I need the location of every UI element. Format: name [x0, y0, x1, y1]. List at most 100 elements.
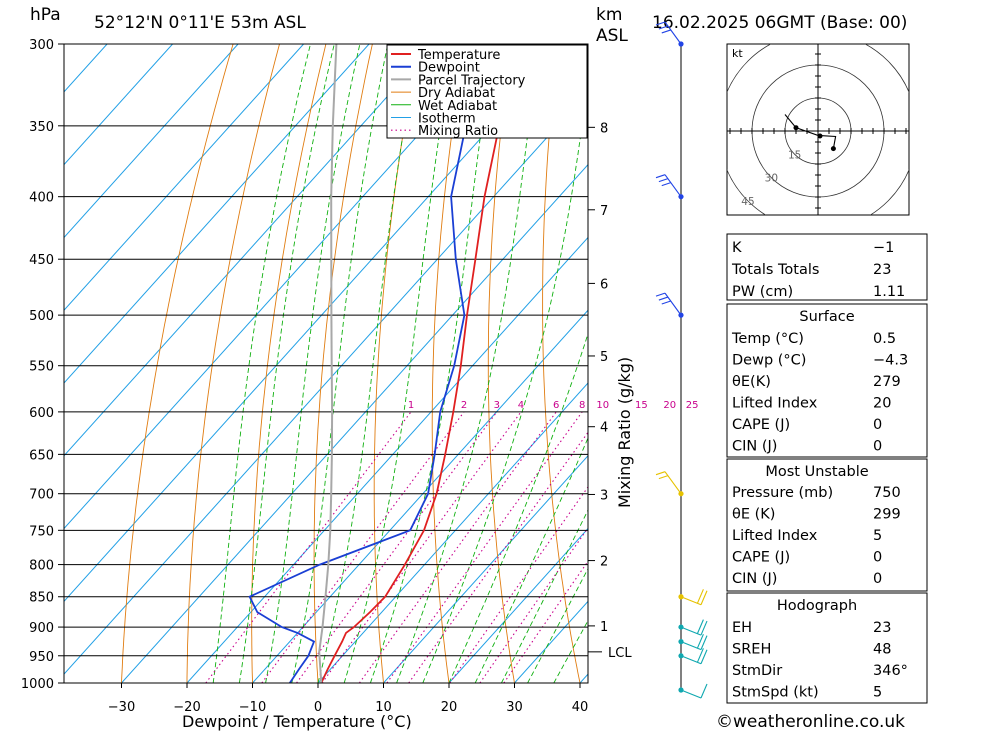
height-tick-label: 1: [600, 620, 608, 635]
temperature-axis: −30 −20 −10 0 10 20 30 40: [108, 683, 588, 715]
wind-barb-feather: [661, 300, 671, 305]
indices-table: K −1 Totals Totals 23 PW (cm) 1.11 Surfa…: [726, 233, 928, 704]
hodograph-stats-title: Hodograph: [777, 598, 857, 614]
hodograph-ring-label: 15: [788, 149, 801, 161]
mixing-ratio-label: 20: [663, 400, 676, 411]
wind-barb-shaft: [664, 174, 682, 198]
wind-barb-feather: [655, 471, 666, 476]
mixing-ratio-label: 25: [686, 400, 699, 411]
isotherm-line: [64, 91, 588, 675]
wind-barb-feather: [700, 649, 708, 664]
table-row-label: CIN (J): [732, 571, 777, 587]
height-tick-label: 3: [600, 488, 608, 503]
wet-adiabat-line: [422, 78, 588, 683]
pressure-tick-label: 400: [29, 191, 54, 206]
height-tick-label: 6: [600, 277, 608, 292]
wind-barb-feather: [655, 292, 666, 297]
legend-entry: Wet Adiabat: [418, 99, 497, 114]
height-tick-label: 4: [600, 421, 608, 436]
mixing-ratio-line: [358, 411, 557, 683]
pressure-tick-label: 850: [29, 591, 54, 606]
wind-barb-feather: [661, 182, 671, 187]
most-unstable-box: [726, 458, 928, 592]
isotherm-line: [383, 455, 588, 683]
hodograph-stats-box: [726, 592, 928, 704]
wet-adiabat-line: [396, 44, 541, 683]
isotherm-line: [64, 44, 566, 603]
mixing-ratio-label: 3: [494, 400, 500, 411]
wind-barb-shaft: [664, 471, 682, 495]
k-index-value: −1: [873, 240, 894, 256]
legend-entry: Temperature: [417, 48, 500, 63]
temperature-tick-label: 30: [506, 700, 523, 715]
table-row-label: Lifted Index: [732, 528, 818, 544]
dry-adiabat-line: [251, 44, 327, 683]
wet-adiabat-line: [265, 44, 361, 683]
wind-barb-shaft: [680, 689, 702, 699]
totals-totals-label: Totals Totals: [731, 262, 819, 278]
plot-frame: [63, 43, 589, 684]
dewpoint-profile: [248, 44, 473, 683]
table-row-value: 0: [873, 571, 882, 587]
table-row-label: Temp (°C): [731, 331, 804, 347]
mixing-ratio-label: 1: [408, 400, 414, 411]
pressure-tick-label: 750: [29, 524, 54, 539]
mixing-ratio-line: [296, 411, 498, 683]
table-row-label: EH: [732, 620, 752, 636]
asl-unit-label: ASL: [596, 26, 628, 46]
pressure-tick-label: 800: [29, 559, 54, 574]
precipitable-water-value: 1.11: [873, 284, 905, 300]
wet-adiabat-line: [291, 44, 389, 683]
table-row-value: 48: [873, 642, 891, 658]
most-unstable-title: Most Unstable: [765, 464, 868, 480]
totals-totals-value: 23: [873, 262, 891, 278]
mixing-ratio-line: [503, 560, 588, 683]
pressure-tick-label: 700: [29, 488, 54, 503]
height-tick-label: 8: [600, 121, 608, 136]
surface-title: Surface: [799, 309, 854, 325]
mixing-ratio-label: 6: [553, 400, 559, 411]
dry-adiabat-line: [542, 44, 581, 683]
isotherm-line: [64, 44, 304, 311]
isotherm-line: [252, 309, 588, 683]
legend-box: [386, 44, 588, 139]
mixing-ratio-axis-label: Mixing Ratio (g/kg): [615, 357, 634, 508]
table-row-label: SREH: [732, 642, 771, 658]
table-row-value: 346°: [873, 663, 908, 679]
wind-barb-shaft: [664, 292, 682, 316]
table-row-value: 0: [873, 439, 882, 455]
table-row-value: 750: [873, 485, 901, 501]
dry-adiabat-line: [646, 44, 711, 683]
wind-barb-feather: [658, 475, 669, 480]
hpa-unit-label: hPa: [30, 5, 61, 25]
mixing-ratio-line: [205, 411, 412, 683]
temperature-tick-label: −30: [108, 700, 135, 715]
dry-adiabat-line: [930, 44, 1000, 683]
hodograph-point: [793, 125, 799, 131]
table-row-label: StmSpd (kt): [732, 685, 819, 701]
wet-adiabat-line: [343, 44, 455, 683]
pressure-tick-label: 450: [29, 253, 54, 268]
dry-adiabat-line: [373, 44, 420, 683]
mixing-ratio-label: 8: [579, 400, 585, 411]
mixing-ratio-label: 10: [596, 400, 609, 411]
temperature-profile: [320, 44, 524, 683]
legend-entry: Dewpoint: [418, 61, 480, 76]
wind-barb-feather: [696, 619, 704, 634]
isotherm-line: [317, 382, 588, 683]
wind-barb-feather: [658, 296, 669, 301]
station-location: 52°12'N 0°11'E 53m ASL: [94, 13, 306, 33]
pressure-axis: 300 350 400 450 500 550 600 650 700 750 800 850 900 9…: [21, 38, 64, 692]
pressure-tick-label: 500: [29, 309, 54, 324]
mixing-ratio-line: [386, 411, 583, 683]
table-row-label: CIN (J): [732, 439, 777, 455]
pressure-tick-label: 600: [29, 406, 54, 421]
table-row-label: StmDir: [732, 663, 782, 679]
dry-adiabat-line: [976, 44, 1000, 683]
wet-adiabat-line: [501, 509, 588, 683]
table-row-value: 0.5: [873, 331, 896, 347]
legend-entry: Isotherm: [418, 112, 476, 127]
dry-adiabat-line: [186, 44, 280, 683]
temperature-tick-label: 20: [441, 700, 458, 715]
table-row-value: 0: [873, 550, 882, 566]
